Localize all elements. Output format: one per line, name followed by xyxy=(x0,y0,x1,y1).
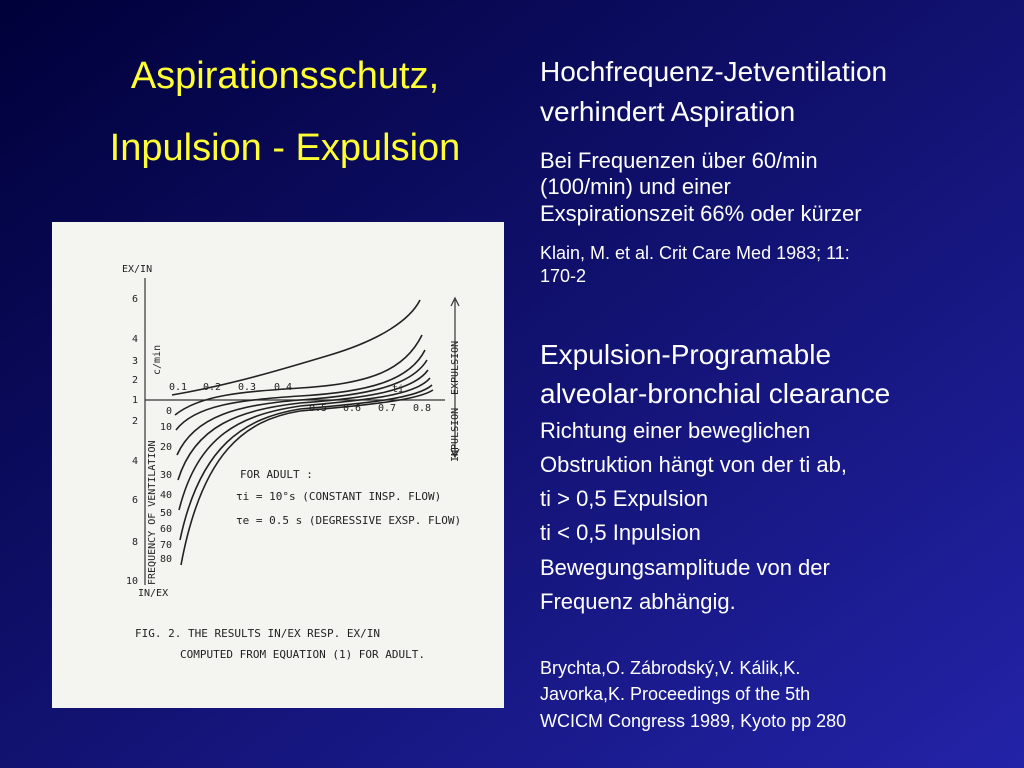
tick-label: 0.5 xyxy=(309,403,327,414)
inpulsion-label: INPULSION xyxy=(450,408,461,462)
tick-label: 2 xyxy=(132,375,138,386)
curve xyxy=(179,384,433,541)
tick-label: 0.6 xyxy=(343,403,361,414)
curve xyxy=(177,369,429,481)
tick-label: 4 xyxy=(132,456,138,467)
tick-label: 10 xyxy=(126,576,138,587)
tick-label: 1 xyxy=(132,395,138,406)
curve xyxy=(180,389,434,566)
curve-label: 10 xyxy=(160,422,172,433)
curve-label: 70 xyxy=(160,540,172,551)
legend-text: τe = 0.5 s (DEGRESSIVE EXSP. FLOW) xyxy=(236,514,461,527)
tick-label: 4 xyxy=(132,334,138,345)
text-line: verhindert Aspiration xyxy=(540,96,795,127)
curve xyxy=(174,334,423,416)
citation: WCICM Congress 1989, Kyoto pp 280 xyxy=(540,711,846,731)
text-line: ti < 0,5 Inpulsion xyxy=(540,520,701,545)
text-line: Obstruktion hängt von der ti ab, xyxy=(540,452,847,477)
citation: Brychta,O. Zábrodský,V. Kálik,K. xyxy=(540,658,800,678)
text-line: Bei Frequenzen über 60/min xyxy=(540,148,818,173)
text-line: ti > 0,5 Expulsion xyxy=(540,486,708,511)
curve-label: 40 xyxy=(160,490,172,501)
tick-label: 0.1 xyxy=(169,382,187,393)
axis-label: IN/EX xyxy=(138,588,168,599)
legend-text: FOR ADULT : xyxy=(240,468,313,481)
citation: Javorka,K. Proceedings of the 5th xyxy=(540,684,810,704)
arrow-head xyxy=(450,296,460,459)
tick-label: 0.7 xyxy=(378,403,396,414)
expulsion-label: EXPULSION xyxy=(450,341,461,395)
caption: COMPUTED FROM EQUATION (1) FOR ADULT. xyxy=(180,648,425,661)
citation: 170-2 xyxy=(540,266,586,286)
curve-label: 60 xyxy=(160,524,172,535)
right-column: Hochfrequenz-Jetventilation verhindert A… xyxy=(540,56,890,731)
text-line: Frequenz abhängig. xyxy=(540,589,736,614)
curve xyxy=(178,377,431,511)
tick-label: 0.8 xyxy=(413,403,431,414)
tick-label: 6 xyxy=(132,294,138,305)
text-line: (100/min) und einer xyxy=(540,174,731,199)
text-line: Bewegungsamplitude von der xyxy=(540,555,830,580)
curve-label: 50 xyxy=(160,508,172,519)
curve xyxy=(175,349,426,431)
ti-label: ti xyxy=(392,384,404,395)
curve-label: 20 xyxy=(160,442,172,453)
tick-label: 0.3 xyxy=(238,382,256,393)
text-line: alveolar-bronchial clearance xyxy=(540,378,890,409)
caption: FIG. 2. THE RESULTS IN/EX RESP. EX/IN xyxy=(135,627,380,640)
title: Inpulsion - Expulsion xyxy=(110,127,461,169)
axis-label: EX/IN xyxy=(122,264,152,275)
tick-label: 0.2 xyxy=(203,382,221,393)
legend-text: τi = 10°s (CONSTANT INSP. FLOW) xyxy=(236,490,441,503)
tick-label: 2 xyxy=(132,416,138,427)
text-line: Expulsion-Programable xyxy=(540,339,831,370)
tick-label: 8 xyxy=(132,537,138,548)
tick-label: 0.4 xyxy=(274,382,292,393)
curve-label: 0 xyxy=(166,406,172,417)
text-line: Richtung einer beweglichen xyxy=(540,418,810,443)
tick-label: 6 xyxy=(132,495,138,506)
curve-label: 30 xyxy=(160,470,172,481)
figure-background xyxy=(52,222,504,708)
citation: Klain, M. et al. Crit Care Med 1983; 11: xyxy=(540,243,850,263)
axis-unit: c/min xyxy=(152,345,163,375)
curve-label: 80 xyxy=(160,554,172,565)
tick-label: 3 xyxy=(132,356,138,367)
title: Aspirationsschutz, xyxy=(131,55,439,97)
axis-title: FREQUENCY OF VENTILATION xyxy=(147,441,158,586)
text-line: Hochfrequenz-Jetventilation xyxy=(540,56,887,87)
curve xyxy=(176,359,428,456)
figure: EX/IN IN/EX c/min FREQUENCY OF VENTILATI… xyxy=(52,222,504,708)
text-line: Exspirationszeit 66% oder kürzer xyxy=(540,201,862,226)
curve xyxy=(171,299,421,396)
